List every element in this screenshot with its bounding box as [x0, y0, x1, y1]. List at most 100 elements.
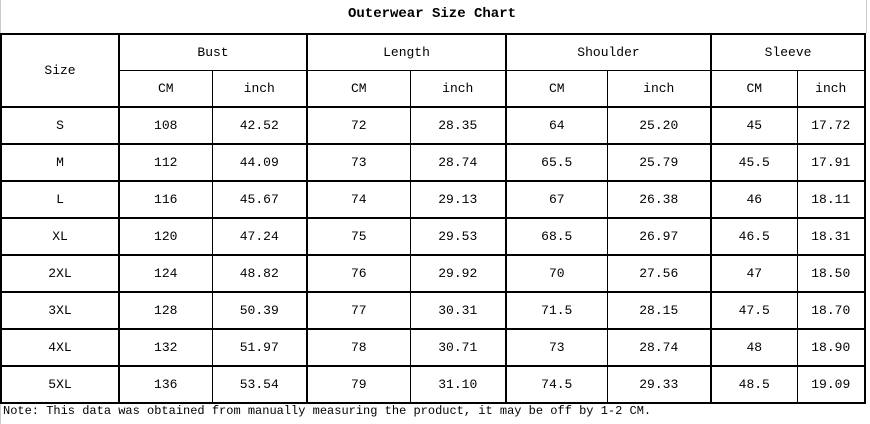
- table-row: XL 120 47.24 75 29.53 68.5 26.97 46.5 18.31: [0, 217, 867, 256]
- cell-length-cm: 77: [306, 291, 411, 330]
- cell-bust-inch: 42.52: [211, 106, 308, 145]
- cell-bust-inch: 53.54: [211, 365, 308, 404]
- header-row-groups: Size Bust Length Shoulder Sleeve: [0, 33, 867, 108]
- table-row: L 116 45.67 74 29.13 67 26.38 46 18.11: [0, 180, 867, 219]
- cell-sleeve-inch: 18.31: [796, 217, 867, 256]
- cell-shoulder-cm: 67: [505, 180, 608, 219]
- cell-length-cm: 73: [306, 143, 411, 182]
- unit-cm: CM: [710, 70, 798, 108]
- cell-sleeve-cm: 45.5: [710, 143, 798, 182]
- measurement-note: Note: This data was obtained from manual…: [3, 404, 652, 418]
- cell-bust-cm: 124: [118, 254, 213, 293]
- cell-shoulder-inch: 29.33: [606, 365, 712, 404]
- cell-sleeve-cm: 45: [710, 106, 798, 145]
- cell-sleeve-inch: 18.50: [796, 254, 867, 293]
- cell-bust-inch: 47.24: [211, 217, 308, 256]
- right-edge-line: [866, 0, 867, 33]
- cell-length-cm: 75: [306, 217, 411, 256]
- cell-length-inch: 30.31: [409, 291, 507, 330]
- cell-length-inch: 31.10: [409, 365, 507, 404]
- cell-bust-inch: 48.82: [211, 254, 308, 293]
- cell-sleeve-inch: 18.90: [796, 328, 867, 367]
- cell-length-cm: 74: [306, 180, 411, 219]
- cell-sleeve-inch: 17.72: [796, 106, 867, 145]
- cell-size: 4XL: [0, 328, 120, 367]
- unit-inch: inch: [409, 70, 507, 108]
- cell-shoulder-cm: 65.5: [505, 143, 608, 182]
- cell-length-inch: 29.92: [409, 254, 507, 293]
- header-bust: Bust: [118, 33, 308, 71]
- cell-length-cm: 78: [306, 328, 411, 367]
- cell-length-inch: 28.35: [409, 106, 507, 145]
- table-body: S 108 42.52 72 28.35 64 25.20 45 17.72 M 112 44.09 7…: [0, 106, 867, 404]
- cell-sleeve-cm: 48: [710, 328, 798, 367]
- cell-shoulder-cm: 64: [505, 106, 608, 145]
- cell-bust-cm: 108: [118, 106, 213, 145]
- cell-length-inch: 28.74: [409, 143, 507, 182]
- header-length: Length: [306, 33, 507, 71]
- cell-sleeve-inch: 18.11: [796, 180, 867, 219]
- cell-shoulder-cm: 73: [505, 328, 608, 367]
- cell-shoulder-cm: 70: [505, 254, 608, 293]
- header-sleeve: Sleeve: [710, 33, 867, 71]
- cell-length-cm: 76: [306, 254, 411, 293]
- cell-length-inch: 30.71: [409, 328, 507, 367]
- cell-sleeve-inch: 18.70: [796, 291, 867, 330]
- cell-sleeve-inch: 17.91: [796, 143, 867, 182]
- cell-shoulder-inch: 25.79: [606, 143, 712, 182]
- cell-shoulder-cm: 74.5: [505, 365, 608, 404]
- cell-size: L: [0, 180, 120, 219]
- cell-shoulder-cm: 71.5: [505, 291, 608, 330]
- table-row: 5XL 136 53.54 79 31.10 74.5 29.33 48.5 19.09: [0, 365, 867, 404]
- cell-size: 5XL: [0, 365, 120, 404]
- table-row: 3XL 128 50.39 77 30.31 71.5 28.15 47.5 18.70: [0, 291, 867, 330]
- cell-sleeve-cm: 48.5: [710, 365, 798, 404]
- cell-shoulder-inch: 25.20: [606, 106, 712, 145]
- table-row: S 108 42.52 72 28.35 64 25.20 45 17.72: [0, 106, 867, 145]
- cell-shoulder-cm: 68.5: [505, 217, 608, 256]
- cell-bust-inch: 50.39: [211, 291, 308, 330]
- unit-cm: CM: [306, 70, 411, 108]
- cell-bust-inch: 51.97: [211, 328, 308, 367]
- table-row: M 112 44.09 73 28.74 65.5 25.79 45.5 17.91: [0, 143, 867, 182]
- cell-shoulder-inch: 28.15: [606, 291, 712, 330]
- table-row: 4XL 132 51.97 78 30.71 73 28.74 48 18.90: [0, 328, 867, 367]
- cell-bust-cm: 132: [118, 328, 213, 367]
- table-row: 2XL 124 48.82 76 29.92 70 27.56 47 18.50: [0, 254, 867, 293]
- cell-bust-cm: 112: [118, 143, 213, 182]
- cell-bust-cm: 136: [118, 365, 213, 404]
- cell-bust-cm: 128: [118, 291, 213, 330]
- cell-size: M: [0, 143, 120, 182]
- unit-inch: inch: [211, 70, 308, 108]
- cell-sleeve-inch: 19.09: [796, 365, 867, 404]
- size-chart-table: Size Bust Length Shoulder Sleeve CM inch…: [0, 33, 867, 404]
- header-shoulder: Shoulder: [504, 33, 712, 71]
- cell-sleeve-cm: 46: [710, 180, 798, 219]
- cell-size: 2XL: [0, 254, 120, 293]
- cell-shoulder-inch: 26.97: [606, 217, 712, 256]
- cell-shoulder-inch: 28.74: [606, 328, 712, 367]
- cell-length-cm: 72: [306, 106, 411, 145]
- header-row-units: CM inch CM inch CM inch CM inch: [1, 70, 867, 108]
- cell-size: XL: [0, 217, 120, 256]
- unit-cm: CM: [505, 70, 608, 108]
- cell-bust-cm: 116: [118, 180, 213, 219]
- cell-length-inch: 29.13: [409, 180, 507, 219]
- header-size: Size: [0, 33, 120, 108]
- chart-title: Outerwear Size Chart: [347, 6, 517, 22]
- cell-bust-inch: 44.09: [211, 143, 308, 182]
- cell-size: S: [0, 106, 120, 145]
- cell-bust-inch: 45.67: [211, 180, 308, 219]
- cell-sleeve-cm: 46.5: [710, 217, 798, 256]
- cell-sleeve-cm: 47.5: [710, 291, 798, 330]
- cell-sleeve-cm: 47: [710, 254, 798, 293]
- unit-cm: CM: [118, 70, 213, 108]
- cell-size: 3XL: [0, 291, 120, 330]
- cell-length-inch: 29.53: [409, 217, 507, 256]
- cell-bust-cm: 120: [118, 217, 213, 256]
- unit-inch: inch: [606, 70, 712, 108]
- cell-length-cm: 79: [306, 365, 411, 404]
- unit-inch: inch: [796, 70, 867, 108]
- cell-shoulder-inch: 27.56: [606, 254, 712, 293]
- cell-shoulder-inch: 26.38: [606, 180, 712, 219]
